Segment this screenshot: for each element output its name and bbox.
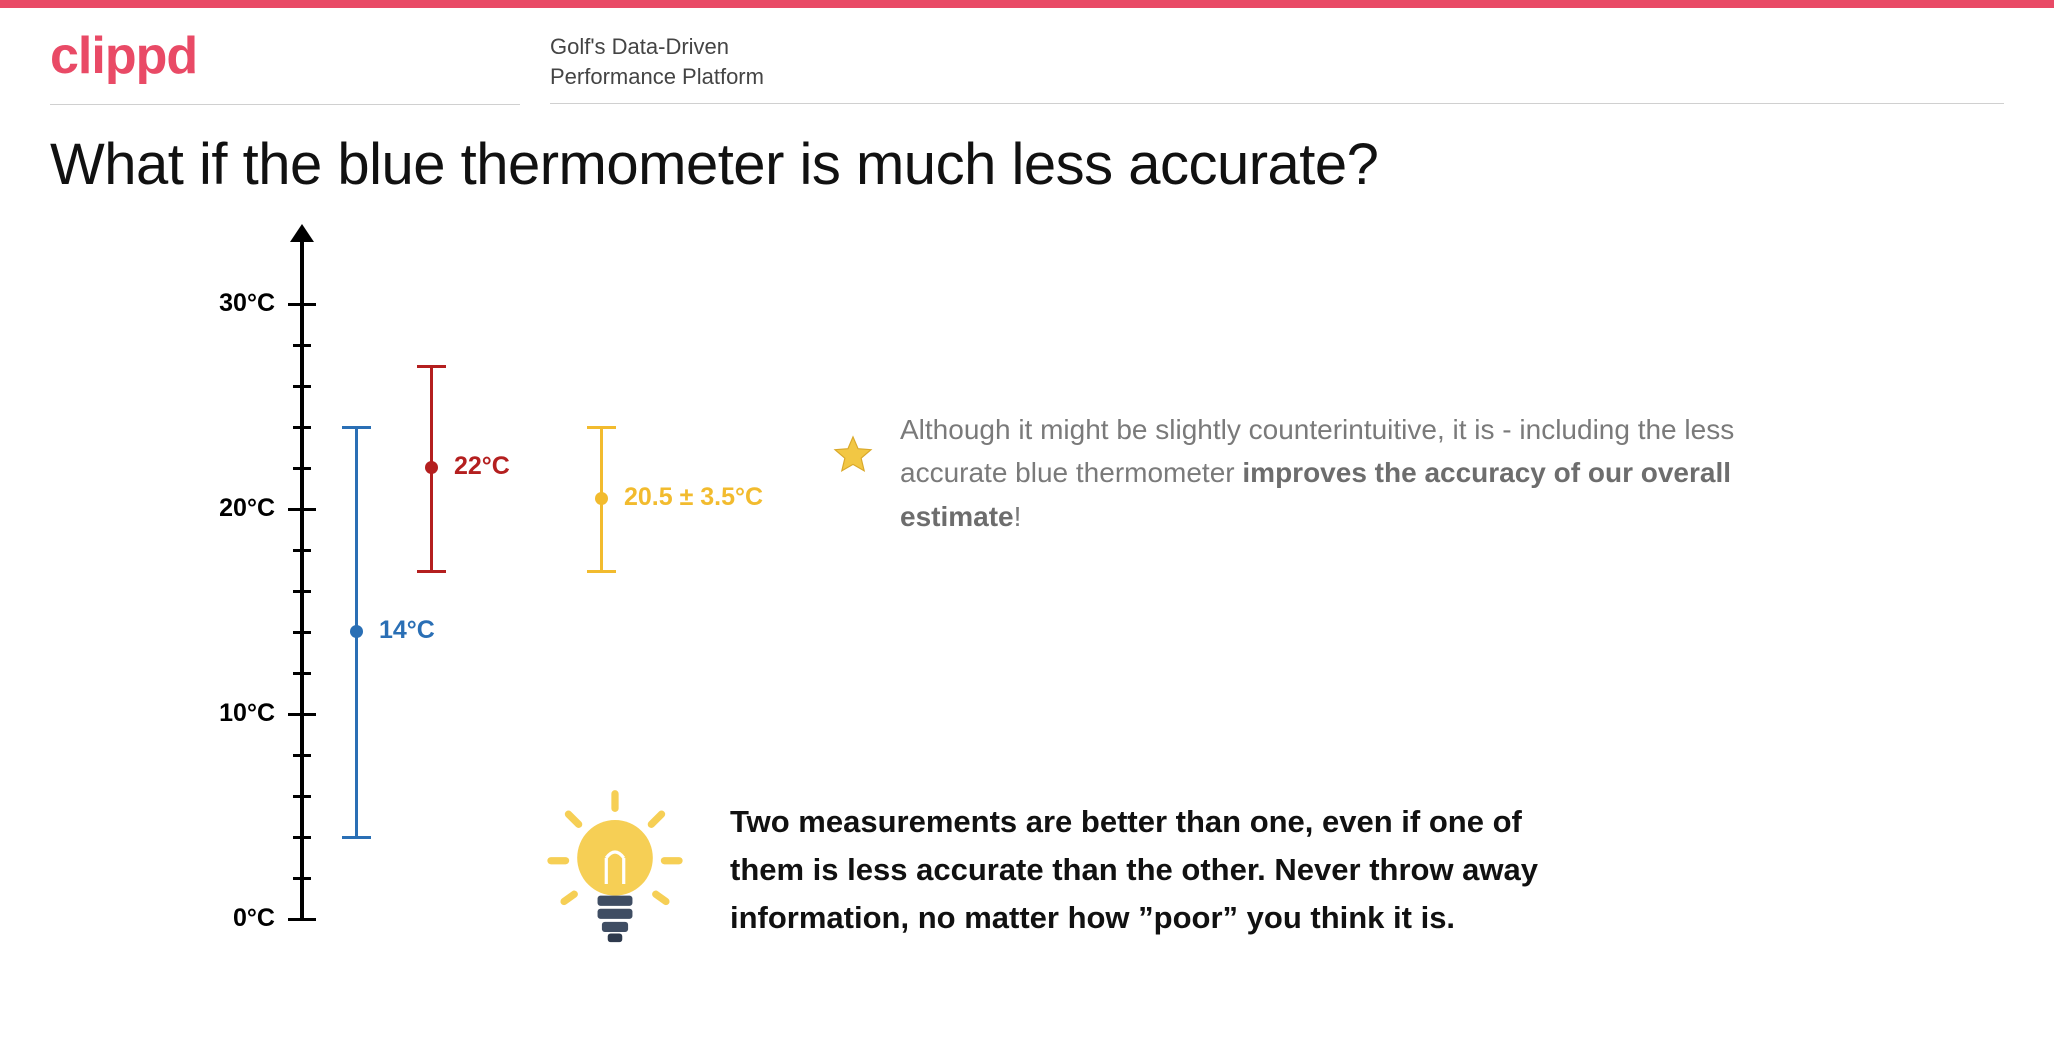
- yellow-errorbar-cap: [587, 570, 616, 573]
- accent-topbar: [0, 0, 2054, 8]
- major-tick: [288, 508, 316, 511]
- red-errorbar-cap: [417, 570, 446, 573]
- minor-tick: [293, 385, 311, 388]
- tagline-container: Golf's Data-Driven Performance Platform: [550, 26, 2004, 104]
- yellow-errorbar-cap: [587, 426, 616, 429]
- star-icon: [830, 432, 876, 483]
- minor-tick: [293, 754, 311, 757]
- axis-label: 20°C: [195, 494, 275, 523]
- key-statement: Two measurements are better than one, ev…: [730, 798, 1590, 942]
- lightbulb-icon: [540, 788, 690, 953]
- major-tick: [288, 713, 316, 716]
- blue-point: [350, 625, 363, 638]
- blue-errorbar-cap: [342, 836, 371, 839]
- y-axis: [300, 238, 304, 918]
- minor-tick: [293, 631, 311, 634]
- major-tick: [288, 303, 316, 306]
- red-point: [425, 461, 438, 474]
- minor-tick: [293, 836, 311, 839]
- minor-tick: [293, 877, 311, 880]
- red-errorbar-cap: [417, 365, 446, 368]
- minor-tick: [293, 672, 311, 675]
- red-label: 22°C: [454, 452, 510, 481]
- diagram-stage: 0°C 10°C 20°C 30°C 14°C 22°C 20.5 ± 3.5°C Alt…: [0, 198, 2054, 998]
- minor-tick: [293, 344, 311, 347]
- explanation-paragraph: Although it might be slightly counterint…: [900, 408, 1820, 538]
- minor-tick: [293, 467, 311, 470]
- minor-tick: [293, 426, 311, 429]
- brand-container: clippd: [50, 26, 520, 105]
- axis-label: 10°C: [195, 699, 275, 728]
- para-post: !: [1014, 501, 1022, 532]
- minor-tick: [293, 795, 311, 798]
- tagline-line2: Performance Platform: [550, 62, 2004, 92]
- minor-tick: [293, 590, 311, 593]
- yellow-point: [595, 492, 608, 505]
- axis-label: 0°C: [195, 904, 275, 933]
- header: clippd Golf's Data-Driven Performance Pl…: [0, 8, 2054, 105]
- blue-label: 14°C: [379, 616, 435, 645]
- major-tick: [288, 918, 316, 921]
- tagline-line1: Golf's Data-Driven: [550, 32, 2004, 62]
- brand-logo: clippd: [50, 26, 520, 86]
- axis-label: 30°C: [195, 289, 275, 318]
- page-title: What if the blue thermometer is much les…: [50, 131, 2054, 198]
- yellow-label: 20.5 ± 3.5°C: [624, 483, 763, 512]
- minor-tick: [293, 549, 311, 552]
- blue-errorbar-cap: [342, 426, 371, 429]
